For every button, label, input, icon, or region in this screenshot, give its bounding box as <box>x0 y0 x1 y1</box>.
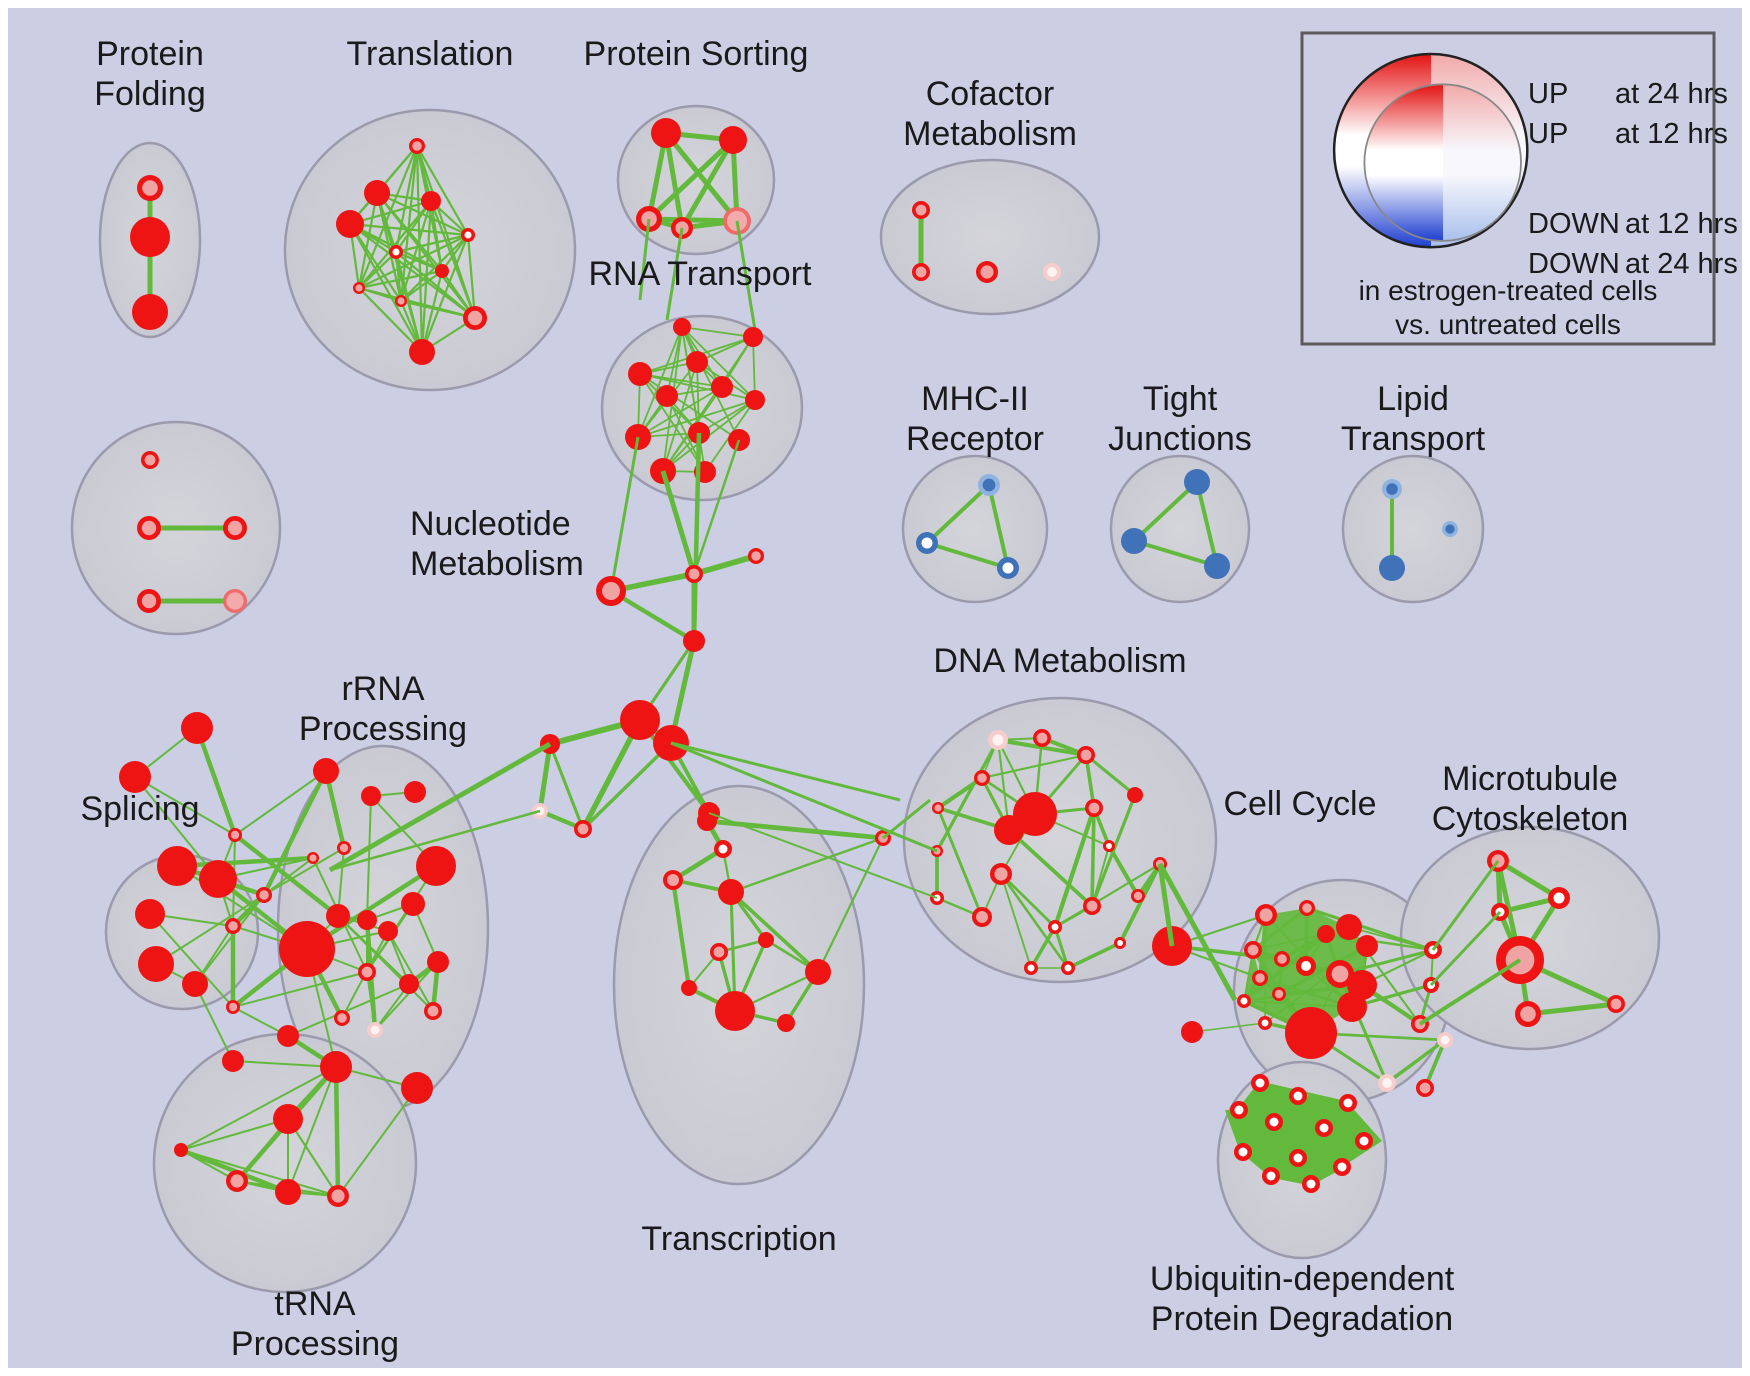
svg-text:DOWN: DOWN <box>1528 208 1620 240</box>
svg-text:Protein: Protein <box>96 35 204 73</box>
svg-text:Junctions: Junctions <box>1108 420 1252 458</box>
svg-text:UP: UP <box>1528 78 1568 110</box>
svg-text:Microtubule: Microtubule <box>1442 760 1618 798</box>
svg-text:tRNA: tRNA <box>274 1285 356 1323</box>
svg-text:in estrogen-treated cells: in estrogen-treated cells <box>1359 275 1658 306</box>
svg-text:MHC-II: MHC-II <box>921 380 1029 418</box>
svg-text:Ubiquitin-dependent: Ubiquitin-dependent <box>1150 1260 1455 1298</box>
svg-text:rRNA: rRNA <box>341 670 424 708</box>
svg-text:Processing: Processing <box>231 1325 399 1363</box>
svg-text:at 24 hrs: at 24 hrs <box>1615 78 1728 110</box>
svg-text:Protein Degradation: Protein Degradation <box>1151 1300 1453 1338</box>
svg-text:at 12 hrs: at 12 hrs <box>1625 208 1738 240</box>
svg-text:Cytoskeleton: Cytoskeleton <box>1432 800 1629 838</box>
svg-text:Folding: Folding <box>94 75 206 113</box>
svg-text:UP: UP <box>1528 118 1568 150</box>
svg-text:Metabolism: Metabolism <box>410 545 584 583</box>
svg-text:Transcription: Transcription <box>641 1220 836 1258</box>
svg-text:DNA Metabolism: DNA Metabolism <box>933 642 1186 680</box>
svg-text:Cofactor: Cofactor <box>926 75 1055 113</box>
svg-text:Translation: Translation <box>347 35 514 73</box>
svg-text:Cell Cycle: Cell Cycle <box>1223 785 1376 823</box>
svg-text:vs. untreated cells: vs. untreated cells <box>1395 309 1621 340</box>
svg-text:Metabolism: Metabolism <box>903 115 1077 153</box>
svg-text:Lipid: Lipid <box>1377 380 1449 418</box>
svg-text:Processing: Processing <box>299 710 467 748</box>
svg-text:Protein Sorting: Protein Sorting <box>584 35 809 73</box>
svg-text:Tight: Tight <box>1143 380 1218 418</box>
svg-text:Nucleotide: Nucleotide <box>410 505 571 543</box>
svg-text:at 12 hrs: at 12 hrs <box>1615 118 1728 150</box>
svg-text:Receptor: Receptor <box>906 420 1044 458</box>
svg-text:Transport: Transport <box>1341 420 1486 458</box>
svg-text:Splicing: Splicing <box>80 790 199 828</box>
svg-text:RNA Transport: RNA Transport <box>589 255 813 293</box>
